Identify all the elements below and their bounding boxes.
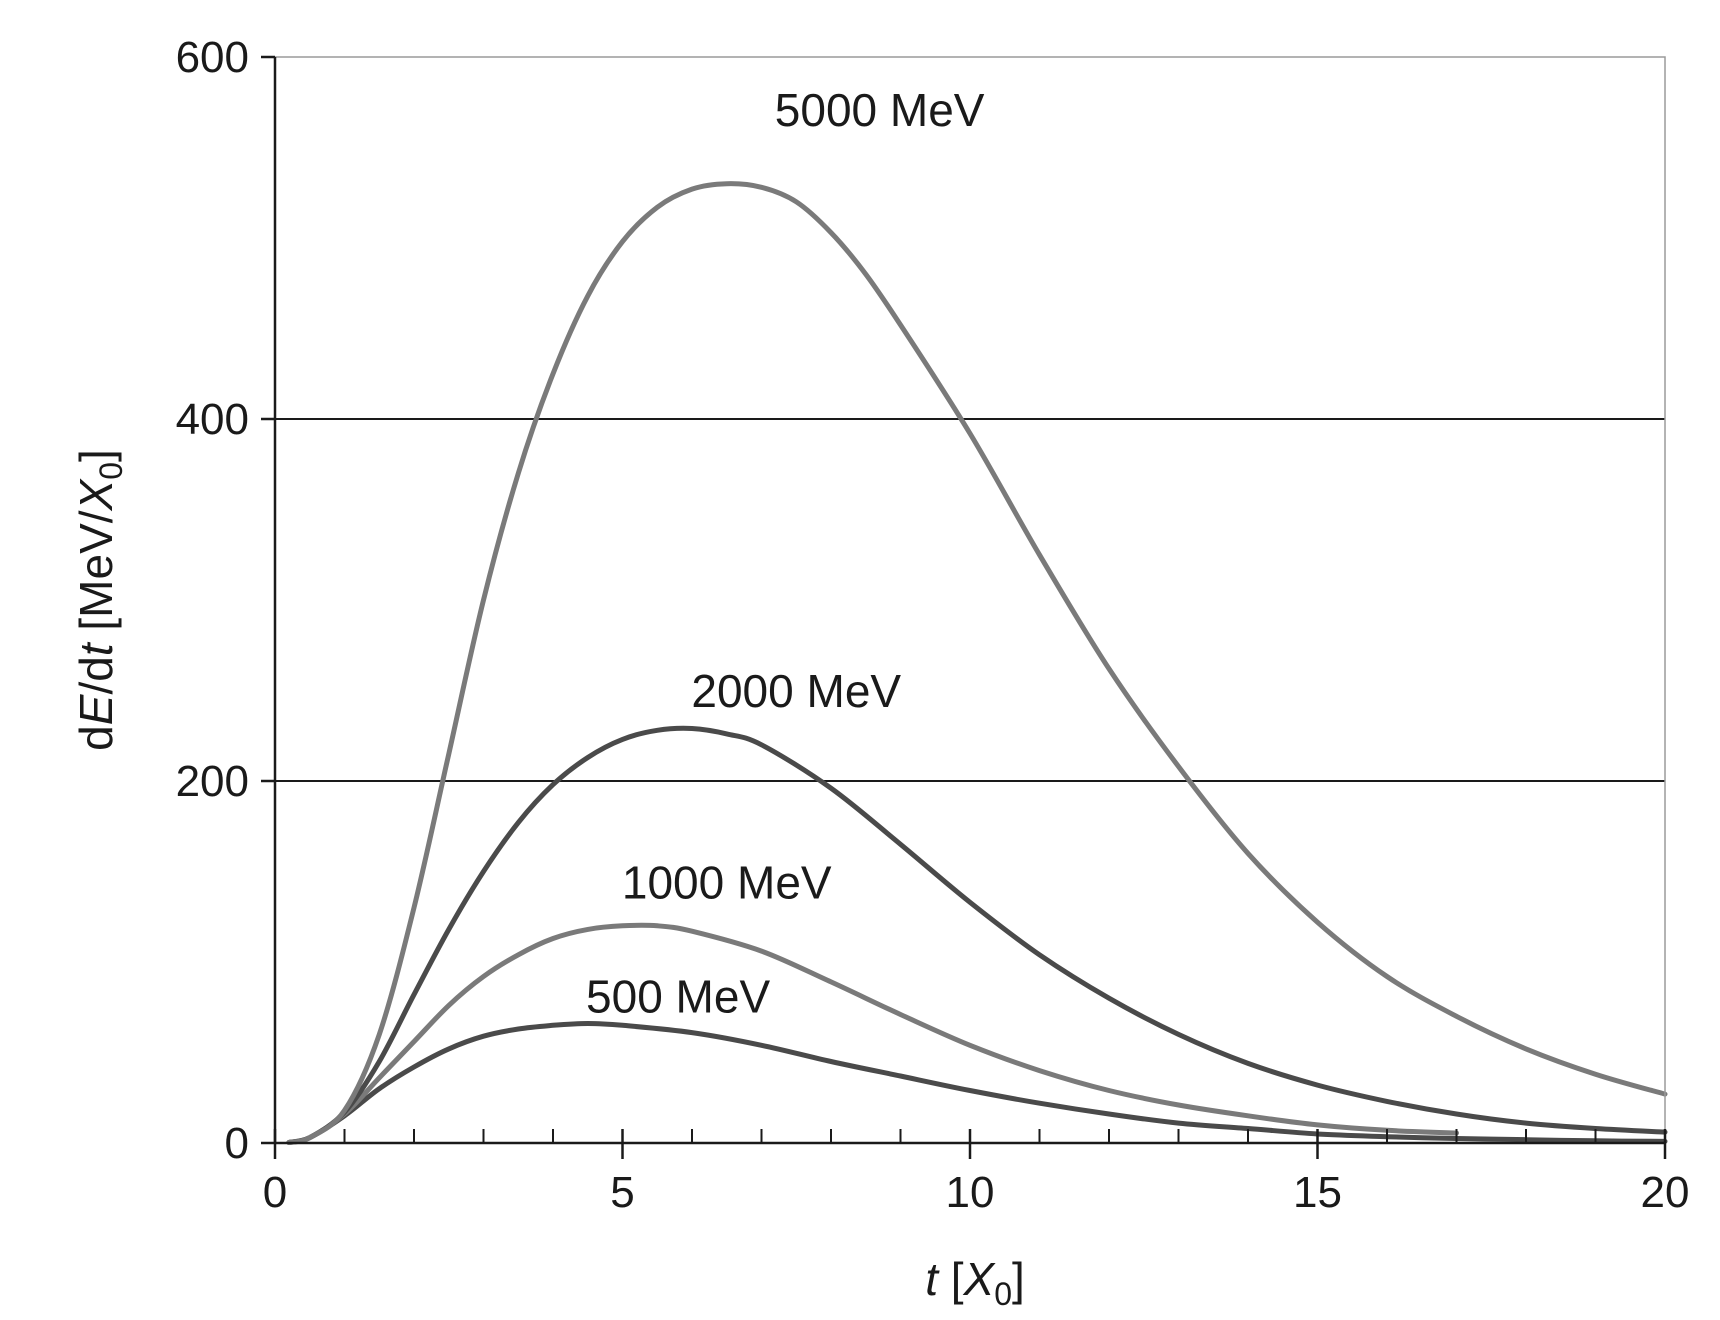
curves [286,181,1668,1145]
ticks [261,55,1667,1159]
series-label-1000-mev: 1000 MeV [622,857,832,909]
y-tick-label-200: 200 [176,757,249,806]
series-line-1000-mev [286,922,1459,1145]
series-line-5000-mev [286,181,1668,1145]
x-tick-label-15: 15 [1293,1168,1342,1217]
series-labels: 5000 MeV 2000 MeV 1000 MeV 500 MeV [586,84,985,1023]
y-tick-label-600: 600 [176,33,249,82]
series-label-500-mev: 500 MeV [586,971,770,1023]
x-tick-label-20: 20 [1641,1168,1690,1217]
series-label-2000-mev: 2000 MeV [691,665,901,717]
grid-lines [275,418,1665,782]
tick-labels: 0 200 400 600 0 5 10 15 20 [176,33,1690,1217]
y-tick-label-0: 0 [225,1119,249,1168]
x-axis-title: t [X0] [925,1253,1025,1312]
series-line-2000-mev [286,725,1668,1145]
y-tick-label-400: 400 [176,395,249,444]
x-tick-label-0: 0 [263,1168,287,1217]
x-tick-label-10: 10 [946,1168,995,1217]
x-tick-label-5: 5 [610,1168,634,1217]
series-label-5000-mev: 5000 MeV [775,84,985,136]
y-axis-title: dE/dt [MeV/X0] [70,449,129,751]
series-line-500-mev [286,1021,1668,1145]
